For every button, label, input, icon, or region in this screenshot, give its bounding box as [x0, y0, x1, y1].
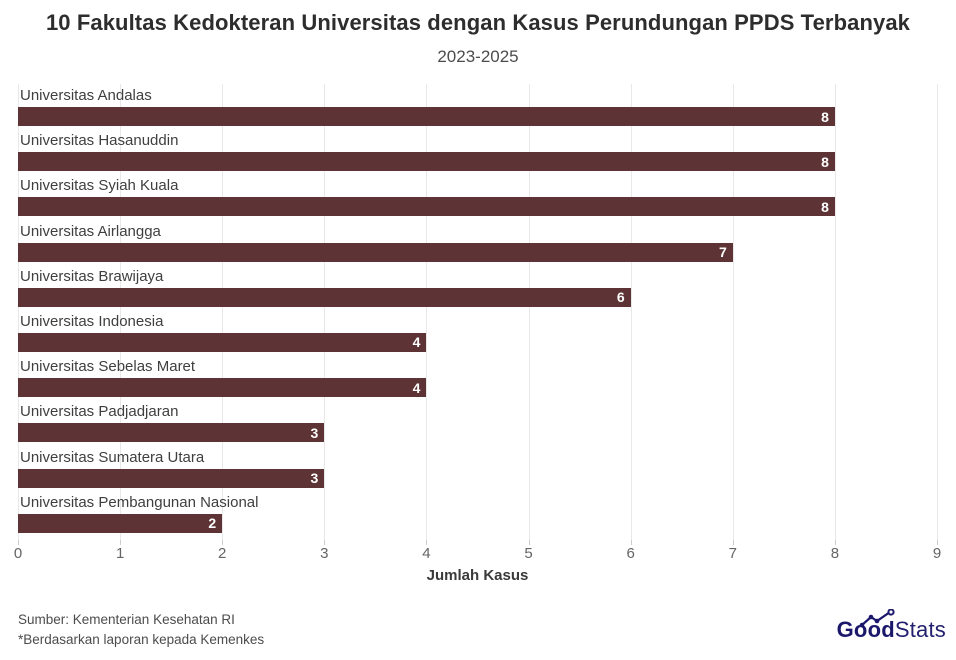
x-tick-label: 3: [320, 545, 329, 562]
chart-subtitle: 2023-2025: [437, 47, 519, 66]
axis-tick: [18, 540, 19, 545]
bar-value-label: 8: [821, 108, 829, 125]
bar: 8: [18, 152, 835, 172]
x-tick-label: 6: [626, 545, 635, 562]
bar-row: Universitas Sebelas Maret 4: [18, 358, 937, 403]
gridline: [528, 84, 530, 540]
category-label: Universitas Airlangga: [20, 222, 161, 240]
logo-text-light: Stats: [894, 617, 946, 642]
category-label: Universitas Pembangunan Nasional: [20, 493, 259, 511]
axis-tick: [834, 540, 836, 545]
axis-tick: [528, 540, 530, 545]
gridline: [222, 84, 224, 540]
bar-row: Universitas Pembangunan Nasional 2: [18, 494, 937, 539]
bar-row: Universitas Padjadjaran 3: [18, 403, 937, 448]
bar-value-label: 7: [718, 244, 727, 261]
category-label: Universitas Andalas: [20, 87, 152, 104]
gridline: [324, 84, 326, 540]
bar: 8: [18, 197, 835, 217]
bar: 8: [18, 107, 835, 126]
x-tick-label: 7: [728, 545, 737, 562]
bar-value-label: 8: [821, 153, 829, 170]
bar-row: Universitas Andalas 8: [18, 87, 937, 132]
x-tick-label: 0: [13, 545, 23, 562]
x-tick-label: 2: [218, 545, 227, 562]
axis-tick: [937, 540, 938, 545]
footer: Sumber: Kementerian Kesehatan RI *Berdas…: [18, 610, 264, 650]
bar: 3: [18, 423, 325, 443]
bar: 6: [18, 287, 631, 307]
gridline: [426, 84, 428, 540]
axis-tick: [732, 540, 734, 545]
category-label: Universitas Syiah Kuala: [20, 177, 179, 195]
axis-tick: [324, 540, 326, 545]
bar-value-label: 6: [616, 289, 625, 306]
axis-tick: [426, 540, 428, 545]
gridline: [937, 84, 938, 540]
bar-row: Universitas Indonesia 4: [18, 313, 937, 358]
x-axis-label: Jumlah Kasus: [426, 567, 529, 584]
bars-layer: Universitas Andalas 8 Universitas Hasanudd…: [18, 87, 937, 539]
bar-value-label: 3: [310, 470, 319, 486]
bar-value-label: 4: [412, 379, 421, 396]
bar-row: Universitas Sumatera Utara 3: [18, 449, 937, 494]
gridline: [732, 84, 734, 540]
x-tick-label: 8: [830, 545, 840, 562]
bar-row: Universitas Syiah Kuala 8: [18, 177, 937, 222]
gridline: [120, 84, 122, 540]
x-tick-label: 5: [524, 545, 533, 562]
x-tick-label: 1: [115, 545, 125, 562]
axis-tick: [630, 540, 632, 545]
sparkline-icon: [859, 609, 895, 628]
goodstats-logo: GoodStats: [837, 609, 946, 647]
category-label: Universitas Padjadjaran: [20, 403, 179, 421]
bar: 7: [18, 242, 733, 262]
category-label: Universitas Indonesia: [20, 312, 164, 330]
gridline: [834, 84, 836, 540]
category-label: Universitas Sumatera Utara: [20, 448, 205, 466]
category-label: Universitas Hasanuddin: [20, 132, 179, 150]
bar-row: Universitas Airlangga 7: [18, 223, 937, 268]
chart-title: 10 Fakultas Kedokteran Universitas denga…: [45, 10, 911, 35]
bar-value-label: 4: [412, 334, 421, 351]
bar: 4: [18, 332, 427, 352]
source-text: Sumber: Kementerian Kesehatan RI: [18, 612, 235, 627]
bar-value-label: 2: [208, 515, 217, 532]
x-tick-label: 9: [932, 545, 942, 562]
axis-tick: [222, 540, 224, 545]
axis-tick: [120, 540, 122, 545]
bar: 4: [18, 378, 427, 398]
bar: 3: [18, 468, 325, 488]
gridline: [630, 84, 632, 540]
bar-row: Universitas Hasanuddin 8: [18, 132, 937, 177]
bar-row: Universitas Brawijaya 6: [18, 268, 937, 313]
category-label: Universitas Sebelas Maret: [20, 358, 196, 376]
gridline: [18, 84, 19, 540]
category-label: Universitas Brawijaya: [20, 267, 164, 285]
footnote-text: *Berdasarkan laporan kepada Kemenkes: [18, 632, 265, 647]
x-tick-label: 4: [422, 545, 431, 562]
bar-value-label: 8: [821, 198, 829, 215]
bar: 2: [18, 513, 223, 533]
bar-value-label: 3: [310, 424, 319, 441]
